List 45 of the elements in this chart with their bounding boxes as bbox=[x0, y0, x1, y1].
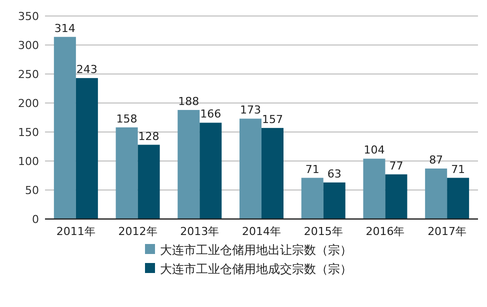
x-tick-label: 2016年 bbox=[366, 225, 405, 238]
x-tick-label: 2012年 bbox=[118, 225, 158, 238]
bar bbox=[138, 144, 160, 219]
data-label: 71 bbox=[451, 162, 466, 176]
data-label: 166 bbox=[200, 108, 222, 121]
y-tick-label: 300 bbox=[18, 39, 39, 52]
data-label: 314 bbox=[54, 22, 76, 35]
y-tick-label: 250 bbox=[18, 68, 39, 81]
bar bbox=[323, 182, 346, 219]
data-label: 158 bbox=[116, 112, 138, 126]
x-tick-label: 2015年 bbox=[304, 225, 343, 238]
data-label: 188 bbox=[178, 94, 200, 108]
x-tick-label: 2011年 bbox=[56, 225, 96, 238]
data-label: 157 bbox=[262, 112, 283, 126]
legend-label: 大连市工业仓储用地出让宗数（宗） bbox=[160, 243, 352, 257]
bar bbox=[363, 158, 386, 219]
data-label: 63 bbox=[327, 167, 342, 180]
bar bbox=[178, 110, 200, 219]
bar bbox=[240, 118, 262, 219]
bar bbox=[385, 174, 408, 219]
data-label: 104 bbox=[364, 144, 385, 157]
data-label: 128 bbox=[138, 130, 160, 143]
x-tick-label: 2017年 bbox=[428, 225, 467, 238]
y-tick-label: 350 bbox=[18, 10, 39, 23]
data-label: 87 bbox=[429, 154, 444, 167]
bar bbox=[447, 178, 470, 219]
bar bbox=[425, 168, 448, 219]
bar bbox=[54, 36, 76, 219]
bar bbox=[262, 128, 284, 219]
y-tick-label: 100 bbox=[18, 155, 39, 168]
y-tick-label: 150 bbox=[18, 126, 39, 139]
bar bbox=[116, 127, 138, 219]
data-label: 173 bbox=[240, 104, 261, 117]
x-tick-label: 2013年 bbox=[180, 225, 220, 238]
bar bbox=[200, 122, 222, 219]
y-tick-label: 0 bbox=[32, 213, 39, 226]
y-tick-label: 50 bbox=[25, 184, 39, 197]
legend-label: 大连市工业仓储用地成交宗数（宗） bbox=[160, 262, 352, 276]
bar bbox=[301, 178, 324, 219]
x-tick-label: 2014年 bbox=[242, 225, 281, 238]
bar bbox=[76, 78, 98, 219]
y-tick-label: 200 bbox=[18, 97, 39, 110]
data-label: 71 bbox=[305, 162, 320, 176]
data-label: 243 bbox=[76, 63, 98, 76]
data-label: 77 bbox=[389, 159, 404, 172]
